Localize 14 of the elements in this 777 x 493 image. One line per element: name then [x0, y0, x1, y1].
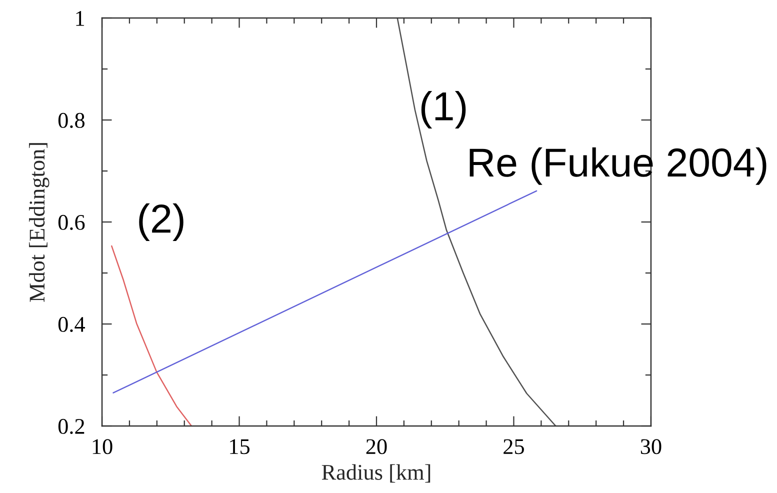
x-axis-title: Radius [km] [322, 464, 430, 483]
series-label: (2) [139, 203, 184, 241]
y-tick-label: 1 [76, 11, 84, 26]
x-tick-label: 10 [92, 439, 112, 454]
x-tick-label: 20 [366, 439, 387, 454]
y-tick-label: 0.2 [58, 418, 84, 434]
y-axis-title: Mdot [Eddington] [29, 143, 50, 302]
y-tick-label: 0.4 [58, 316, 86, 332]
series-label: (1) [421, 91, 466, 129]
x-tick-label: 25 [504, 439, 524, 454]
y-tick-label: 0.6 [58, 214, 85, 230]
y-tick-label: 0.8 [58, 112, 85, 128]
x-tick-label: 30 [640, 439, 662, 454]
x-tick-label: 15 [230, 439, 250, 454]
